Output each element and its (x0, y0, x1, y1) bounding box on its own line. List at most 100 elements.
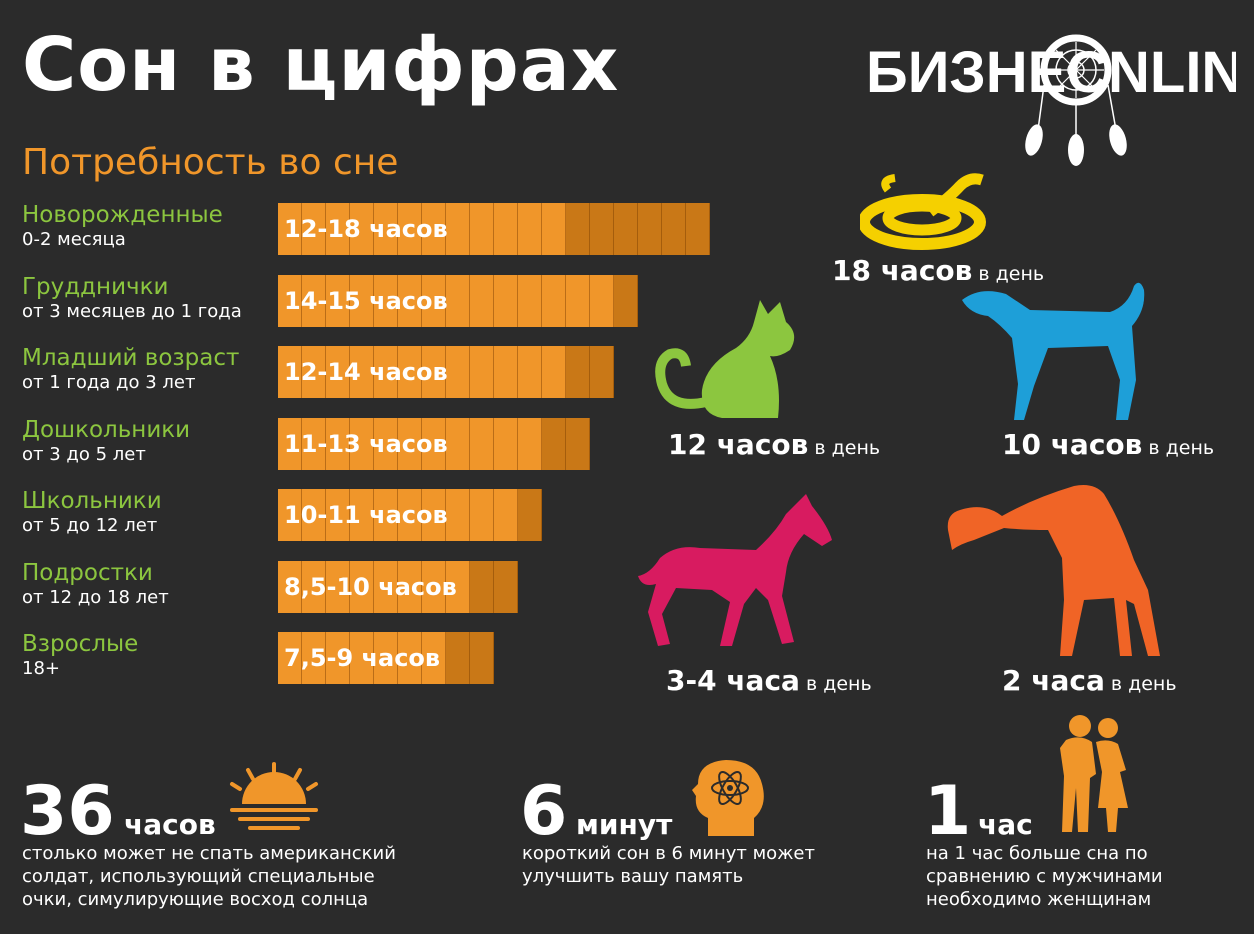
bar-segment (422, 489, 446, 541)
bar-segment (374, 489, 398, 541)
bar-segment (422, 203, 446, 255)
bar-segment (518, 418, 542, 470)
cat-per: в день (814, 437, 881, 459)
category-name: Новорожденные (22, 202, 223, 228)
bar-value-label: 10-11 часов (284, 501, 448, 529)
category-age-range: 0-2 месяца (22, 229, 126, 250)
fact-2-number: 6 (520, 772, 568, 851)
bar-value-label: 8,5-10 часов (284, 573, 457, 601)
bar-segment (302, 203, 326, 255)
bar-segment (518, 203, 542, 255)
bar-segment (278, 346, 302, 398)
category-name: Грудднички (22, 274, 169, 300)
bar-segment (470, 632, 494, 684)
bar-segment (470, 489, 494, 541)
bar-segment (398, 489, 422, 541)
bar-segment (302, 632, 326, 684)
giraffe-per: в день (1110, 673, 1177, 695)
horse-per: в день (805, 673, 872, 695)
fact-3-number: 1 (924, 772, 972, 851)
fact-1-number: 36 (20, 772, 115, 851)
bar-segment (470, 203, 494, 255)
bar-segment (374, 346, 398, 398)
bar-segment (350, 418, 374, 470)
bar-segment (326, 346, 350, 398)
bar-segment (350, 346, 374, 398)
category-name: Дошкольники (22, 417, 191, 443)
bar-segment (446, 346, 470, 398)
bar-segment (350, 561, 374, 613)
dog-icon (962, 282, 1145, 420)
bar-segment (278, 632, 302, 684)
category-name: Взрослые (22, 631, 139, 657)
bar-value-label: 14-15 часов (284, 287, 448, 315)
snake-hours: 18 часов (832, 254, 973, 287)
bar-segment (446, 203, 470, 255)
bar: 10-11 часов (278, 489, 542, 541)
bar-segment (326, 489, 350, 541)
bar-segment (350, 632, 374, 684)
bar-segment (398, 346, 422, 398)
bar-segment (470, 275, 494, 327)
bar-value-label: 12-14 часов (284, 358, 448, 386)
bar-segment (566, 418, 590, 470)
category-age-range: от 3 до 5 лет (22, 444, 146, 465)
horse-caption: 3-4 часа в день (666, 664, 872, 697)
bar-segment (662, 203, 686, 255)
category-age-range: от 12 до 18 лет (22, 587, 169, 608)
bar-segment (278, 418, 302, 470)
bar-segment (686, 203, 710, 255)
bar-segment (374, 418, 398, 470)
bar-segment (326, 632, 350, 684)
dog-caption: 10 часов в день (1002, 428, 1214, 461)
bar-segment (566, 275, 590, 327)
bar-segment (494, 203, 518, 255)
bar-segment (302, 561, 326, 613)
bar-segment (398, 275, 422, 327)
category-name: Подростки (22, 560, 153, 586)
bar-segment (494, 346, 518, 398)
logo: БИЗНЕС NLINE (866, 34, 1236, 166)
sunrise-icon (230, 762, 318, 830)
bar-segment (326, 275, 350, 327)
bar-segment (542, 418, 566, 470)
bar-segment (374, 203, 398, 255)
bar-segment (518, 275, 542, 327)
bar-segment (422, 632, 446, 684)
bar-value-label: 12-18 часов (284, 215, 448, 243)
cat-hours: 12 часов (668, 428, 809, 461)
bar-segment (398, 418, 422, 470)
bar-segment (542, 346, 566, 398)
bar: 14-15 часов (278, 275, 638, 327)
bar-segment (446, 418, 470, 470)
bar-value-label: 7,5-9 часов (284, 644, 441, 672)
cat-caption: 12 часов в день (668, 428, 880, 461)
bar-segment (470, 418, 494, 470)
bar-segment (350, 489, 374, 541)
bar-segment (398, 203, 422, 255)
bar-segment (446, 275, 470, 327)
category-label: Дошкольники от 3 до 5 лет (22, 416, 190, 466)
bar-segment (590, 203, 614, 255)
chart-subtitle: Потребность во сне (22, 142, 399, 183)
category-label: Подростки от 12 до 18 лет (22, 559, 169, 609)
dreamcatcher-icon (1025, 34, 1127, 166)
bar-segment (302, 275, 326, 327)
bar-segment (566, 346, 590, 398)
category-name: Школьники (22, 488, 162, 514)
cat-icon (655, 300, 795, 418)
bar-segment (494, 418, 518, 470)
snake-icon (860, 173, 986, 250)
bar-segment (278, 561, 302, 613)
bar: 8,5-10 часов (278, 561, 518, 613)
bar-segment (422, 346, 446, 398)
bar-segment (278, 275, 302, 327)
page-title: Сон в цифрах (22, 22, 620, 108)
bar-segment (326, 561, 350, 613)
fact-1-text: столько может не спать американский солд… (22, 843, 396, 910)
fact-2-unit: минут (576, 808, 673, 841)
bar-segment (470, 346, 494, 398)
category-age-range: от 3 месяцев до 1 года (22, 301, 242, 322)
category-name: Младший возраст (22, 345, 240, 371)
category-label: Младший возраст от 1 года до 3 лет (22, 344, 239, 394)
